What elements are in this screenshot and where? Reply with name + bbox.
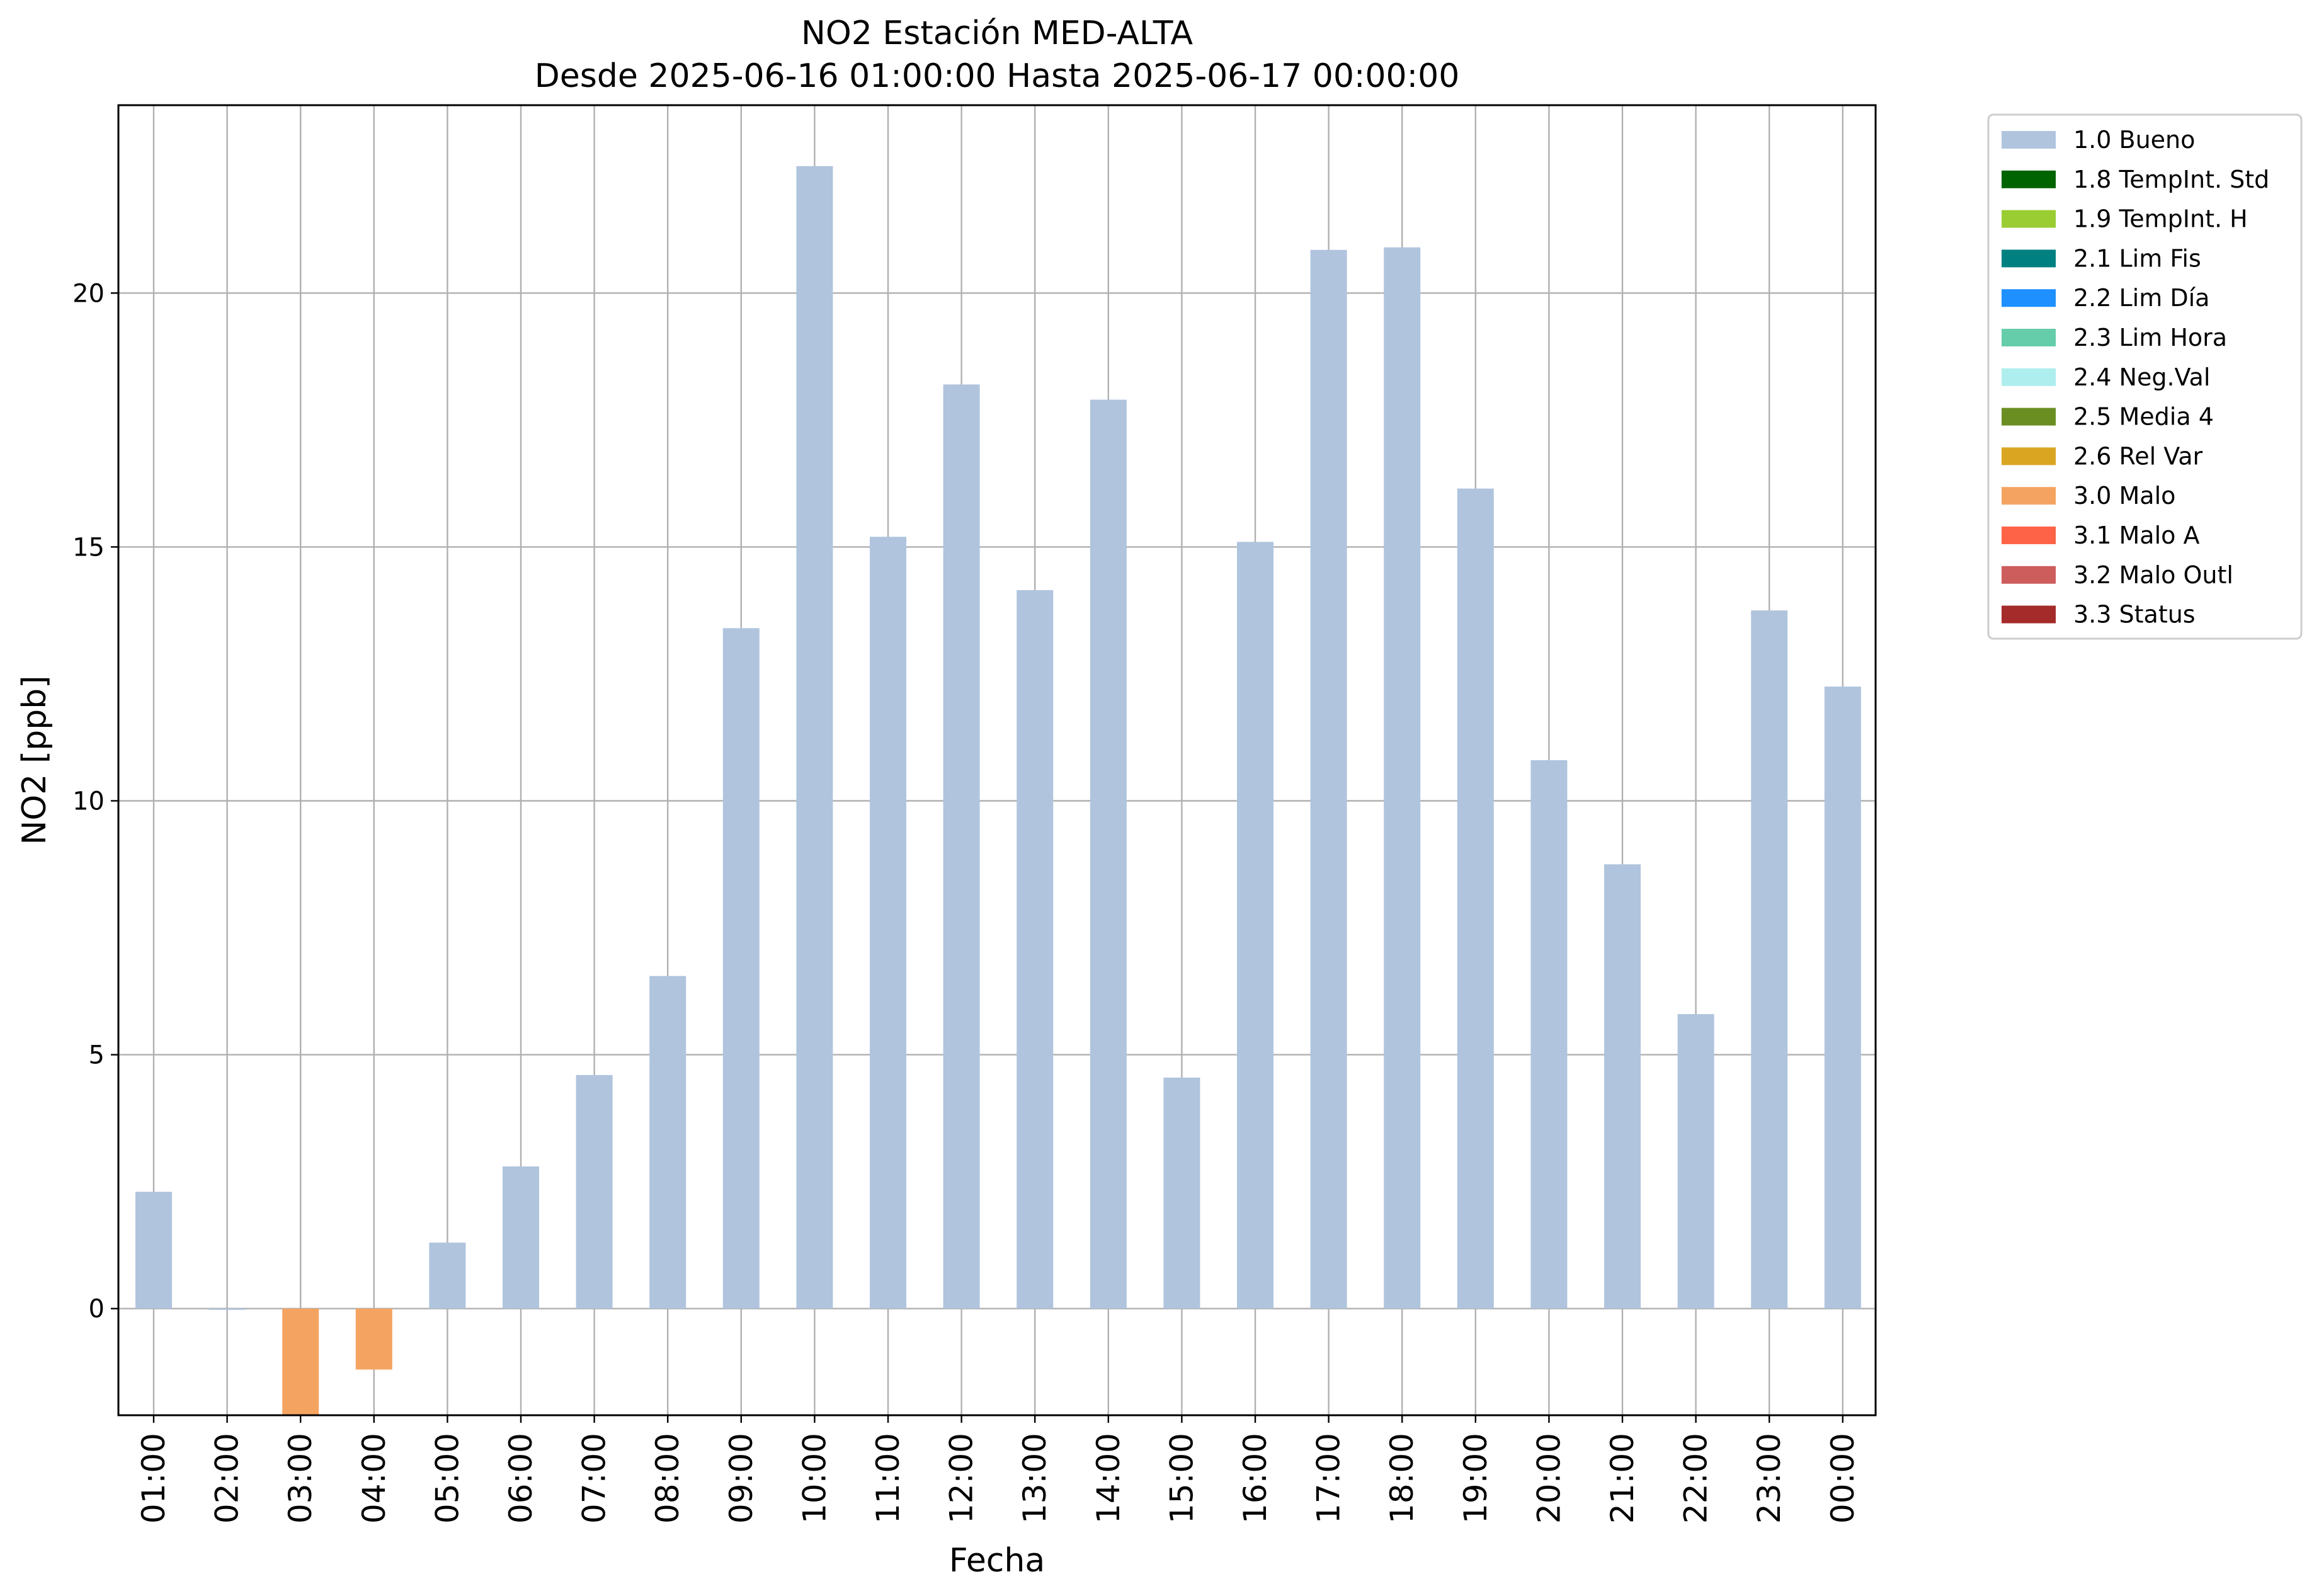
- bar-01:00: [135, 1192, 172, 1309]
- bar-09:00: [722, 628, 760, 1309]
- legend-swatch: [2002, 131, 2056, 149]
- legend-swatch: [2002, 329, 2056, 346]
- y-tick-label: 5: [89, 1041, 105, 1070]
- x-tick-label: 06:00: [503, 1433, 539, 1524]
- x-axis: 01:00 02:00 03:00 04:00 05:00 06:00 07:00 08:00…: [135, 1415, 1861, 1524]
- bar-22:00: [1677, 1014, 1714, 1309]
- x-tick-label: 09:00: [723, 1433, 760, 1524]
- x-tick-label: 00:00: [1825, 1433, 1861, 1524]
- x-tick-label: 04:00: [356, 1433, 392, 1524]
- x-tick-label: 21:00: [1604, 1433, 1641, 1524]
- bar-18:00: [1384, 247, 1421, 1309]
- bar-23:00: [1751, 610, 1788, 1309]
- x-axis-title: Fecha: [949, 1542, 1045, 1580]
- x-tick-label: 11:00: [870, 1433, 906, 1524]
- legend-swatch: [2002, 170, 2056, 188]
- legend-swatch: [2002, 487, 2056, 505]
- x-tick-label: 22:00: [1678, 1433, 1714, 1524]
- bar-16:00: [1237, 542, 1273, 1309]
- legend-frame: [1987, 113, 2303, 640]
- legend-swatch: [2002, 289, 2056, 307]
- legend-label: 2.5 Media 4: [2073, 403, 2214, 431]
- legend: 1.0 Bueno 1.8 TempInt. Std 1.9 TempInt. H 2…: [1987, 113, 2303, 640]
- bar-17:00: [1310, 249, 1347, 1309]
- y-tick-label: 15: [72, 533, 105, 562]
- legend-swatch: [2002, 566, 2056, 584]
- bar-07:00: [576, 1074, 613, 1309]
- legend-swatch: [2002, 210, 2056, 228]
- bar-13:00: [1017, 590, 1054, 1309]
- bar-20:00: [1530, 760, 1568, 1309]
- legend-swatch: [2002, 605, 2056, 624]
- legend-label: 3.2 Malo Outl: [2073, 561, 2233, 589]
- y-axis: 0 5 10 15 20: [72, 279, 118, 1324]
- x-tick-label: 18:00: [1384, 1433, 1420, 1524]
- x-tick-label: 13:00: [1017, 1433, 1053, 1524]
- bar-03:00: [282, 1308, 319, 1415]
- x-tick-label: 16:00: [1237, 1433, 1273, 1524]
- bar-21:00: [1604, 864, 1641, 1309]
- chart-subtitle: Desde 2025-06-16 01:00:00 Hasta 2025-06-…: [535, 57, 1460, 95]
- x-tick-label: 12:00: [943, 1433, 980, 1524]
- y-tick-label: 10: [72, 787, 105, 816]
- bar-10:00: [796, 166, 833, 1309]
- x-tick-label: 23:00: [1751, 1433, 1787, 1524]
- legend-swatch: [2002, 249, 2056, 268]
- bar-14:00: [1090, 399, 1127, 1309]
- bar-05:00: [429, 1242, 466, 1309]
- bar-00:00: [1824, 687, 1861, 1309]
- bar-06:00: [503, 1166, 539, 1309]
- legend-label: 1.9 TempInt. H: [2073, 205, 2248, 233]
- bar-11:00: [870, 537, 906, 1309]
- legend-label: 2.6 Rel Var: [2073, 442, 2203, 470]
- x-tick-label: 05:00: [429, 1433, 465, 1524]
- legend-label: 3.3 Status: [2073, 601, 2196, 629]
- chart-title: NO2 Estación MED-ALTA: [801, 14, 1193, 52]
- legend-swatch: [2002, 527, 2056, 544]
- x-tick-label: 15:00: [1163, 1433, 1200, 1524]
- legend-label: 3.0 Malo: [2073, 482, 2175, 510]
- bar-12:00: [943, 384, 980, 1309]
- bars: [135, 166, 1861, 1415]
- plot-frame: [117, 104, 1877, 1416]
- x-tick-label: 17:00: [1311, 1433, 1347, 1524]
- x-tick-label: 20:00: [1530, 1433, 1567, 1524]
- y-axis-title: NO2 [ppb]: [16, 675, 54, 845]
- bar-15:00: [1163, 1077, 1200, 1309]
- legend-label: 3.1 Malo A: [2073, 522, 2199, 549]
- legend-swatch: [2002, 368, 2056, 386]
- x-tick-label: 02:00: [209, 1433, 246, 1524]
- legend-swatch: [2002, 447, 2056, 465]
- bar-19:00: [1457, 488, 1494, 1309]
- legend-label: 1.0 Bueno: [2073, 126, 2195, 154]
- x-tick-label: 19:00: [1457, 1433, 1494, 1524]
- legend-label: 2.2 Lim Día: [2073, 284, 2209, 312]
- y-tick-label: 0: [89, 1295, 105, 1324]
- bar-04:00: [355, 1308, 392, 1370]
- legend-label: 2.3 Lim Hora: [2073, 324, 2227, 351]
- y-tick-label: 20: [72, 279, 105, 308]
- x-tick-label: 08:00: [649, 1433, 686, 1524]
- bar-02:00: [208, 1308, 246, 1310]
- x-tick-label: 03:00: [282, 1433, 319, 1524]
- x-tick-label: 07:00: [576, 1433, 613, 1524]
- x-tick-label: 10:00: [796, 1433, 833, 1524]
- legend-swatch: [2002, 408, 2056, 426]
- x-tick-label: 01:00: [135, 1433, 172, 1524]
- bar-08:00: [649, 976, 687, 1309]
- legend-label: 2.1 Lim Fis: [2073, 244, 2201, 272]
- legend-label: 2.4 Neg.Val: [2073, 363, 2210, 391]
- x-tick-label: 14:00: [1090, 1433, 1127, 1524]
- legend-label: 1.8 TempInt. Std: [2073, 166, 2269, 193]
